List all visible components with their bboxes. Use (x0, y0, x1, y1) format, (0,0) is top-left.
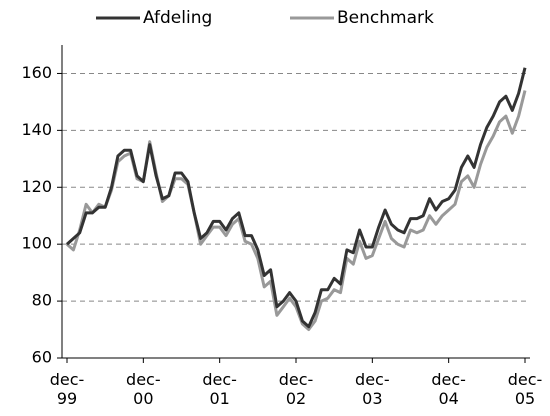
legend-label: Afdeling (143, 8, 212, 28)
x-tick-label: dec-02 (278, 370, 314, 408)
y-tick-label: 160 (21, 63, 52, 82)
y-tick-label: 140 (21, 120, 52, 139)
x-tick-label: dec-04 (431, 370, 466, 408)
x-tick-label: dec-03 (355, 370, 390, 408)
series-line (66, 67, 527, 329)
x-tick-label: dec-99 (49, 370, 85, 408)
x-tick-label: dec-01 (202, 370, 237, 408)
y-tick-label: 100 (21, 234, 52, 253)
series-line (66, 90, 527, 331)
y-tick-label: 80 (32, 291, 52, 310)
legend-label: Benchmark (337, 8, 434, 28)
x-tick-label: dec-05 (507, 370, 543, 408)
y-tick-label: 60 (32, 348, 52, 367)
y-tick-label: 120 (21, 177, 52, 196)
x-tick-label: dec-00 (126, 370, 161, 408)
